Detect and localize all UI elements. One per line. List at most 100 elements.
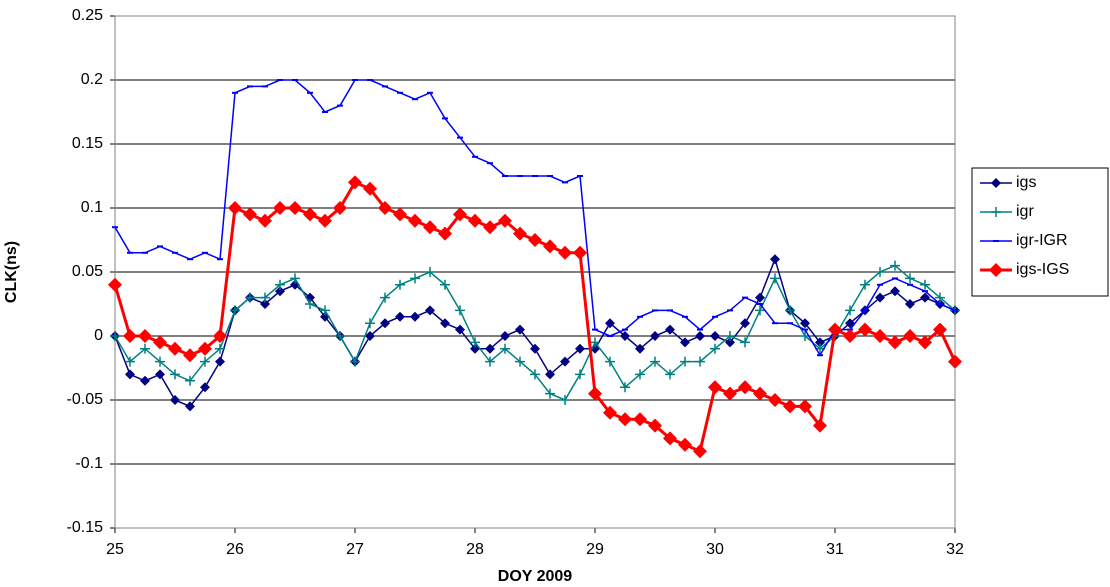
marker	[738, 380, 752, 395]
x-tick-label: 28	[466, 541, 484, 558]
marker	[695, 331, 705, 341]
legend-label: igs	[1016, 174, 1036, 191]
marker	[408, 213, 422, 228]
marker	[875, 267, 885, 277]
legend-label: igr	[1016, 203, 1034, 220]
x-tick-label: 29	[586, 541, 604, 558]
marker	[815, 337, 825, 348]
marker	[935, 292, 945, 303]
marker	[710, 343, 720, 354]
marker	[545, 369, 555, 380]
marker	[483, 220, 497, 235]
marker	[740, 318, 750, 329]
y-tick-label: 0.1	[81, 199, 103, 216]
marker	[500, 343, 510, 354]
marker	[783, 399, 797, 414]
marker	[903, 329, 917, 343]
marker	[215, 356, 225, 367]
marker	[275, 279, 285, 290]
marker	[365, 318, 375, 329]
marker	[455, 305, 465, 316]
marker	[933, 322, 947, 337]
marker	[485, 343, 495, 354]
marker	[395, 311, 405, 322]
marker	[678, 437, 692, 452]
marker	[560, 395, 570, 405]
marker	[633, 412, 647, 427]
marker	[200, 382, 210, 393]
marker	[273, 201, 287, 215]
marker	[333, 201, 347, 215]
marker	[350, 356, 360, 367]
marker	[800, 318, 810, 329]
marker	[770, 254, 780, 265]
y-tick-label: 0.2	[81, 71, 103, 88]
marker	[498, 213, 512, 228]
marker	[648, 418, 662, 433]
marker	[515, 356, 525, 367]
marker	[393, 207, 407, 222]
marker	[110, 331, 120, 341]
marker	[768, 393, 782, 407]
marker	[588, 386, 602, 401]
marker	[200, 356, 210, 367]
marker	[230, 305, 240, 316]
marker	[680, 356, 690, 367]
series-line	[114, 79, 956, 357]
marker	[453, 207, 467, 222]
marker	[470, 337, 480, 348]
marker	[770, 273, 780, 284]
x-tick-label: 25	[106, 541, 124, 558]
marker	[155, 356, 165, 367]
marker	[603, 405, 617, 420]
marker	[605, 356, 615, 367]
marker	[785, 305, 795, 316]
marker	[455, 324, 465, 335]
marker	[665, 369, 675, 380]
marker	[348, 175, 362, 190]
series-line	[113, 180, 957, 454]
marker	[335, 331, 345, 341]
y-tick-label: 0.25	[72, 7, 103, 24]
marker	[288, 201, 302, 215]
marker	[575, 343, 585, 354]
marker	[725, 331, 735, 341]
marker	[260, 292, 270, 303]
marker	[153, 335, 167, 350]
marker	[875, 292, 885, 303]
marker	[530, 343, 540, 354]
marker	[363, 181, 377, 196]
marker	[228, 201, 242, 215]
marker	[918, 335, 932, 350]
y-tick-label: 0.05	[72, 263, 103, 280]
marker	[423, 220, 437, 235]
marker	[125, 356, 135, 367]
marker	[845, 305, 855, 316]
marker	[245, 292, 255, 303]
marker	[155, 369, 165, 380]
marker	[755, 305, 765, 316]
marker	[575, 369, 585, 380]
x-axis-title: DOY 2009	[498, 568, 573, 585]
marker	[991, 207, 1001, 217]
marker	[695, 356, 705, 367]
marker	[888, 335, 902, 350]
marker	[920, 292, 930, 303]
marker	[410, 273, 420, 284]
marker	[243, 207, 257, 222]
marker	[843, 329, 857, 343]
marker	[798, 399, 812, 414]
x-tick-label: 27	[346, 541, 364, 558]
marker	[108, 277, 122, 292]
series-line	[114, 256, 956, 408]
marker	[168, 341, 182, 356]
marker	[605, 318, 615, 329]
marker	[989, 263, 1003, 277]
marker	[125, 369, 135, 380]
marker	[573, 245, 587, 260]
marker	[590, 337, 600, 348]
marker	[425, 267, 435, 277]
marker	[543, 239, 557, 254]
marker	[440, 279, 450, 290]
marker	[860, 279, 870, 290]
